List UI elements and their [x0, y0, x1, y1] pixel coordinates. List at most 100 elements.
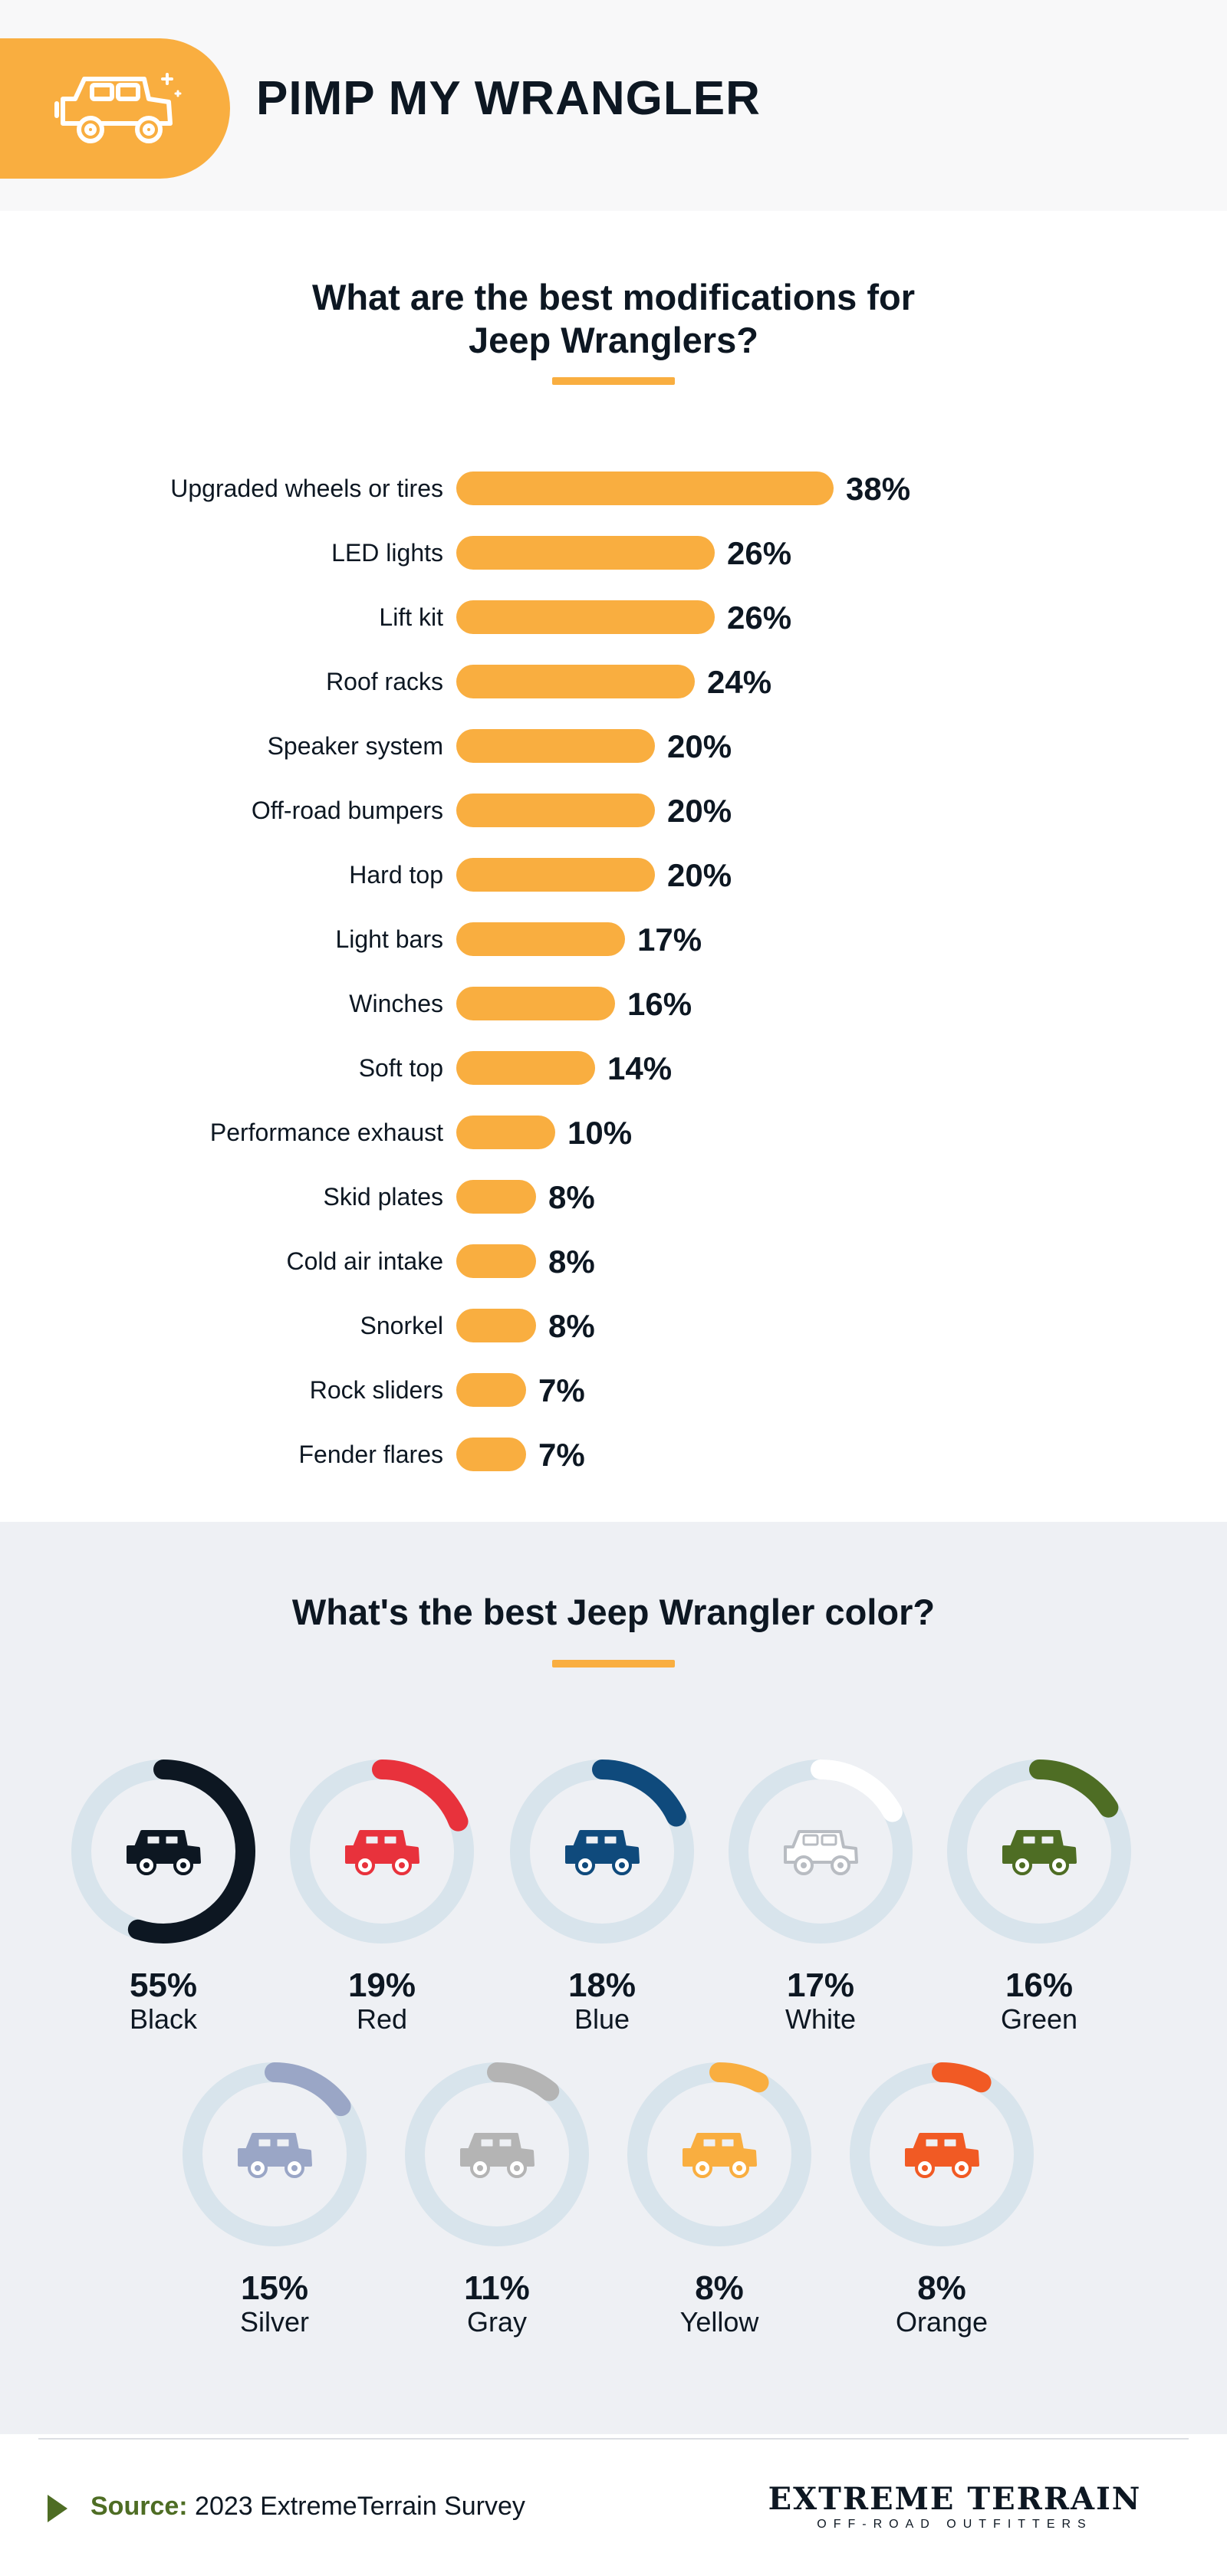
- donut-graphic: [729, 1760, 913, 1944]
- donut-silver: 15% Silver: [175, 2062, 374, 2354]
- donut-arc-gray: [405, 2062, 589, 2246]
- donut-blue: 18% Blue: [502, 1760, 702, 2051]
- donut-arc-blue: [510, 1760, 694, 1944]
- header: PIMP MY WRANGLER: [0, 0, 1227, 211]
- bar-skid-plates: [456, 1180, 536, 1214]
- jeep-icon: [238, 2133, 312, 2178]
- bar-value-snorkel: 8%: [548, 1308, 595, 1344]
- bar-label-skid-plates: Skid plates: [323, 1183, 443, 1211]
- donut-orange: 8% Orange: [842, 2062, 1041, 2354]
- bar-label-upgraded-wheels-or-tires: Upgraded wheels or tires: [170, 475, 443, 502]
- bar-label-winches: Winches: [349, 990, 443, 1017]
- donut-value-red: 19%: [347, 1967, 416, 2004]
- donut-arc-yellow: [627, 2062, 811, 2246]
- bar-value-performance-exhaust: 10%: [567, 1115, 633, 1151]
- donut-value-gray: 11%: [464, 2269, 530, 2307]
- donut-arc-silver: [183, 2062, 367, 2246]
- bar-hard-top: [456, 858, 655, 892]
- modifications-heading-underline: [552, 377, 675, 385]
- bar-label-lift-kit: Lift kit: [379, 603, 443, 631]
- donut-graphic: [510, 1760, 694, 1944]
- logo-wordmark: EXTREME TERRAIN: [768, 2481, 1142, 2517]
- donut-arc-green: [947, 1760, 1131, 1944]
- bar-label-rock-sliders: Rock sliders: [309, 1376, 443, 1404]
- source-label: Source:: [90, 2492, 188, 2521]
- bar-led-lights: [456, 536, 715, 570]
- donut-graphic: [627, 2062, 811, 2246]
- bar-value-light-bars: 17%: [637, 922, 702, 958]
- footer-divider: [38, 2438, 1189, 2440]
- brand-logo: EXTREME TERRAIN OFF-ROAD OUTFITTERS: [740, 2481, 1169, 2535]
- donut-graphic: [405, 2062, 589, 2246]
- donut-label-gray: Gray: [466, 2306, 527, 2338]
- bar-value-fender-flares: 7%: [538, 1437, 585, 1473]
- bar-snorkel: [456, 1309, 536, 1342]
- jeep-icon: [683, 2133, 757, 2178]
- bar-performance-exhaust: [456, 1116, 555, 1149]
- donut-value-yellow: 8%: [695, 2269, 744, 2307]
- bar-label-cold-air-intake: Cold air intake: [286, 1247, 443, 1275]
- bar-label-speaker-system: Speaker system: [267, 732, 443, 760]
- bar-label-performance-exhaust: Performance exhaust: [209, 1119, 443, 1146]
- colors-section: [0, 1522, 1227, 2434]
- donut-value-black: 55%: [129, 1967, 198, 2004]
- bar-label-snorkel: Snorkel: [360, 1312, 444, 1339]
- colors-heading: What's the best Jeep Wrangler color?: [291, 1592, 936, 1632]
- bar-value-led-lights: 26%: [727, 535, 792, 571]
- bar-label-soft-top: Soft top: [358, 1054, 443, 1082]
- donut-arc-red: [290, 1760, 474, 1944]
- donut-value-orange: 8%: [917, 2269, 966, 2307]
- bar-winches: [456, 987, 615, 1020]
- bar-cold-air-intake: [456, 1244, 536, 1278]
- header-badge: [0, 38, 230, 179]
- bar-value-skid-plates: 8%: [548, 1179, 595, 1215]
- donut-label-black: Black: [129, 2003, 198, 2035]
- colors-heading-underline: [552, 1660, 675, 1668]
- bar-label-roof-racks: Roof racks: [326, 668, 443, 695]
- donut-white: 17% White: [721, 1760, 920, 2051]
- page-title: PIMP MY WRANGLER: [256, 72, 761, 125]
- jeep-icon: [1002, 1830, 1077, 1875]
- source-note: Source: 2023 ExtremeTerrain Survey: [90, 2492, 525, 2522]
- donut-graphic: [947, 1760, 1131, 1944]
- bar-soft-top: [456, 1051, 595, 1085]
- donut-value-blue: 18%: [567, 1967, 637, 2004]
- jeep-icon: [565, 1830, 640, 1875]
- bar-value-soft-top: 14%: [607, 1050, 673, 1086]
- bar-light-bars: [456, 922, 625, 956]
- bar-value-hard-top: 20%: [667, 857, 732, 893]
- donut-graphic: [71, 1760, 255, 1944]
- donut-red: 19% Red: [282, 1760, 482, 2051]
- donut-green: 16% Green: [939, 1760, 1139, 2051]
- jeep-icon: [345, 1830, 419, 1875]
- donut-arc-white: [729, 1760, 913, 1944]
- donut-graphic: [850, 2062, 1034, 2246]
- donut-label-blue: Blue: [574, 2003, 630, 2035]
- bar-roof-racks: [456, 665, 695, 698]
- bar-speaker-system: [456, 729, 655, 763]
- modifications-heading-line1: What are the best modifications for: [311, 277, 916, 317]
- donut-yellow: 8% Yellow: [620, 2062, 819, 2354]
- bar-label-light-bars: Light bars: [335, 925, 443, 953]
- donut-label-white: White: [785, 2003, 857, 2035]
- bar-label-hard-top: Hard top: [349, 861, 443, 889]
- bar-value-speaker-system: 20%: [667, 728, 732, 764]
- donut-value-silver: 15%: [240, 2269, 309, 2307]
- donut-graphic: [290, 1760, 474, 1944]
- logo-tagline: OFF-ROAD OUTFITTERS: [817, 2518, 1093, 2531]
- donut-arc-orange: [850, 2062, 1034, 2246]
- donut-arc-black: [71, 1760, 255, 1944]
- donut-gray: 11% Gray: [397, 2062, 597, 2354]
- bar-fender-flares: [456, 1438, 526, 1471]
- bar-value-off-road-bumpers: 20%: [667, 793, 732, 829]
- bar-label-off-road-bumpers: Off-road bumpers: [251, 797, 443, 824]
- donut-label-red: Red: [356, 2003, 408, 2035]
- jeep-icon: [460, 2133, 535, 2178]
- jeep-icon: [127, 1830, 201, 1875]
- bar-upgraded-wheels-or-tires: [456, 472, 834, 505]
- jeep-icon: [784, 1830, 858, 1875]
- bar-rock-sliders: [456, 1373, 526, 1407]
- jeep-icon: [905, 2133, 979, 2178]
- donut-label-orange: Orange: [895, 2306, 989, 2338]
- bar-lift-kit: [456, 600, 715, 634]
